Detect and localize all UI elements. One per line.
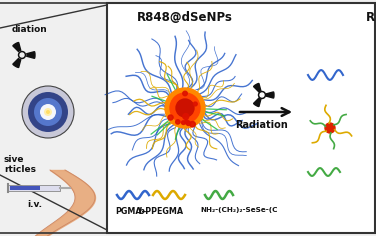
- Text: R: R: [366, 11, 375, 24]
- Ellipse shape: [40, 104, 56, 120]
- Wedge shape: [13, 42, 21, 51]
- Text: -PPEGMA: -PPEGMA: [143, 207, 184, 216]
- Circle shape: [18, 51, 26, 59]
- Polygon shape: [0, 3, 107, 233]
- Circle shape: [259, 92, 265, 98]
- Text: rticles: rticles: [4, 165, 36, 174]
- Circle shape: [168, 115, 173, 120]
- Text: i.v.: i.v.: [27, 200, 42, 209]
- Circle shape: [20, 53, 24, 57]
- Circle shape: [186, 121, 191, 126]
- Ellipse shape: [28, 92, 68, 132]
- Circle shape: [260, 93, 264, 97]
- Text: R848@dSeNPs: R848@dSeNPs: [137, 11, 233, 24]
- Wedge shape: [253, 83, 261, 92]
- Circle shape: [325, 123, 335, 133]
- Circle shape: [165, 88, 205, 128]
- Wedge shape: [253, 98, 261, 107]
- Ellipse shape: [44, 108, 52, 116]
- Text: PGMA-: PGMA-: [115, 207, 145, 216]
- Wedge shape: [266, 92, 274, 98]
- Wedge shape: [13, 59, 21, 67]
- Wedge shape: [27, 52, 35, 58]
- Ellipse shape: [34, 98, 62, 126]
- FancyBboxPatch shape: [107, 3, 375, 233]
- Ellipse shape: [22, 86, 74, 138]
- Circle shape: [183, 114, 189, 119]
- Circle shape: [193, 102, 197, 106]
- Circle shape: [183, 91, 187, 96]
- Ellipse shape: [46, 110, 50, 114]
- Text: b: b: [139, 207, 145, 216]
- FancyBboxPatch shape: [10, 186, 40, 190]
- Circle shape: [190, 122, 195, 127]
- Circle shape: [170, 93, 200, 123]
- Text: sive: sive: [4, 155, 24, 164]
- Circle shape: [185, 120, 189, 124]
- Circle shape: [182, 121, 185, 125]
- Circle shape: [176, 120, 180, 124]
- Text: NH₂-(CH₂)₂-SeSe-(C: NH₂-(CH₂)₂-SeSe-(C: [200, 207, 277, 213]
- Text: Radiation: Radiation: [236, 120, 288, 130]
- Circle shape: [176, 99, 194, 117]
- Text: diation: diation: [12, 25, 48, 34]
- FancyBboxPatch shape: [8, 185, 60, 191]
